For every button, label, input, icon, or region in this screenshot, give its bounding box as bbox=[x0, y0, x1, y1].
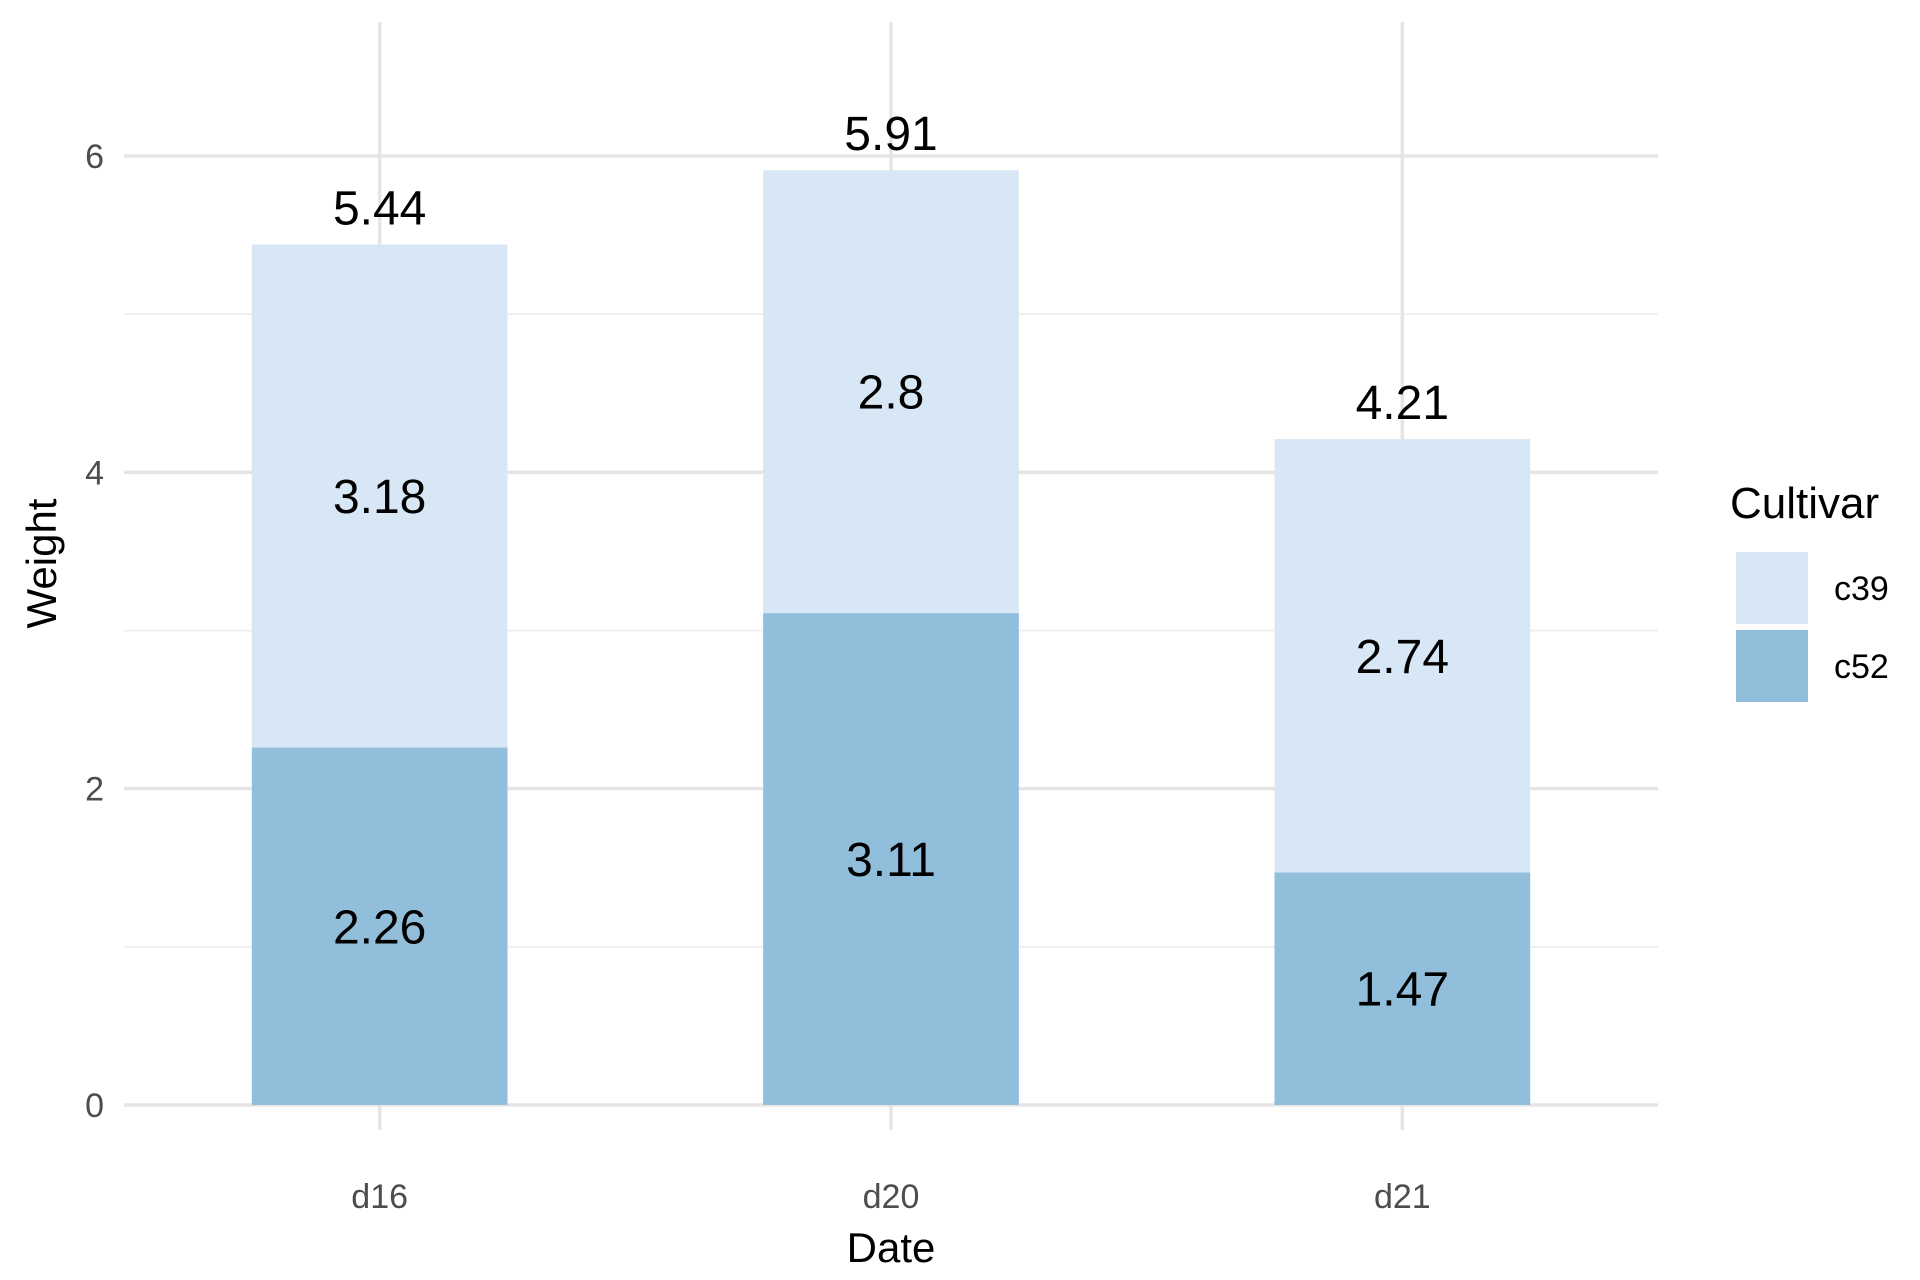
x-axis-ticks: d16 d20 d21 bbox=[351, 1178, 1430, 1216]
bar-segment-c39-d21 bbox=[1274, 439, 1531, 873]
bar-value-label: 2.8 bbox=[858, 367, 925, 420]
legend-title: Cultivar bbox=[1730, 479, 1879, 528]
legend: Cultivar c39 c52 bbox=[1730, 479, 1889, 702]
y-tick-label: 0 bbox=[85, 1087, 104, 1125]
bar-value-label: 1.47 bbox=[1356, 964, 1449, 1017]
x-tick-label: d16 bbox=[351, 1178, 408, 1216]
bar-value-label: 2.74 bbox=[1356, 631, 1449, 684]
bar-value-label: 3.18 bbox=[333, 471, 426, 524]
y-tick-label: 4 bbox=[85, 454, 104, 492]
y-axis-ticks: 0 2 4 6 bbox=[85, 138, 104, 1125]
bar-total-label: 4.21 bbox=[1356, 377, 1449, 430]
y-tick-label: 2 bbox=[85, 771, 104, 809]
bar-segment-c52-d16 bbox=[251, 747, 508, 1105]
bar-value-label: 3.11 bbox=[846, 834, 936, 887]
x-axis-title: Date bbox=[847, 1224, 936, 1271]
bar-value-label: 2.26 bbox=[333, 901, 426, 954]
bars bbox=[251, 170, 1531, 1105]
bar-labels: 2.26 3.18 5.44 3.11 2.8 5.91 1.47 2.74 4.21 bbox=[333, 108, 1449, 1017]
x-tick-label: d21 bbox=[1374, 1178, 1431, 1216]
legend-swatch-c52 bbox=[1736, 630, 1808, 702]
bar-segment-c39-d20 bbox=[763, 170, 1019, 614]
legend-entries: c39 c52 bbox=[1736, 552, 1889, 702]
bar-segment-c52-d20 bbox=[763, 613, 1019, 1105]
bar-segment-c39-d16 bbox=[251, 244, 508, 748]
bar-total-label: 5.91 bbox=[844, 108, 937, 161]
y-axis-title: Weight bbox=[18, 498, 65, 628]
y-tick-label: 6 bbox=[85, 138, 104, 176]
bar-total-label: 5.44 bbox=[333, 183, 426, 236]
legend-label-c39: c39 bbox=[1834, 570, 1889, 608]
legend-label-c52: c52 bbox=[1834, 648, 1889, 686]
bar-segment-c52-d21 bbox=[1274, 872, 1531, 1105]
legend-swatch-c39 bbox=[1736, 552, 1808, 624]
x-tick-label: d20 bbox=[863, 1178, 920, 1216]
